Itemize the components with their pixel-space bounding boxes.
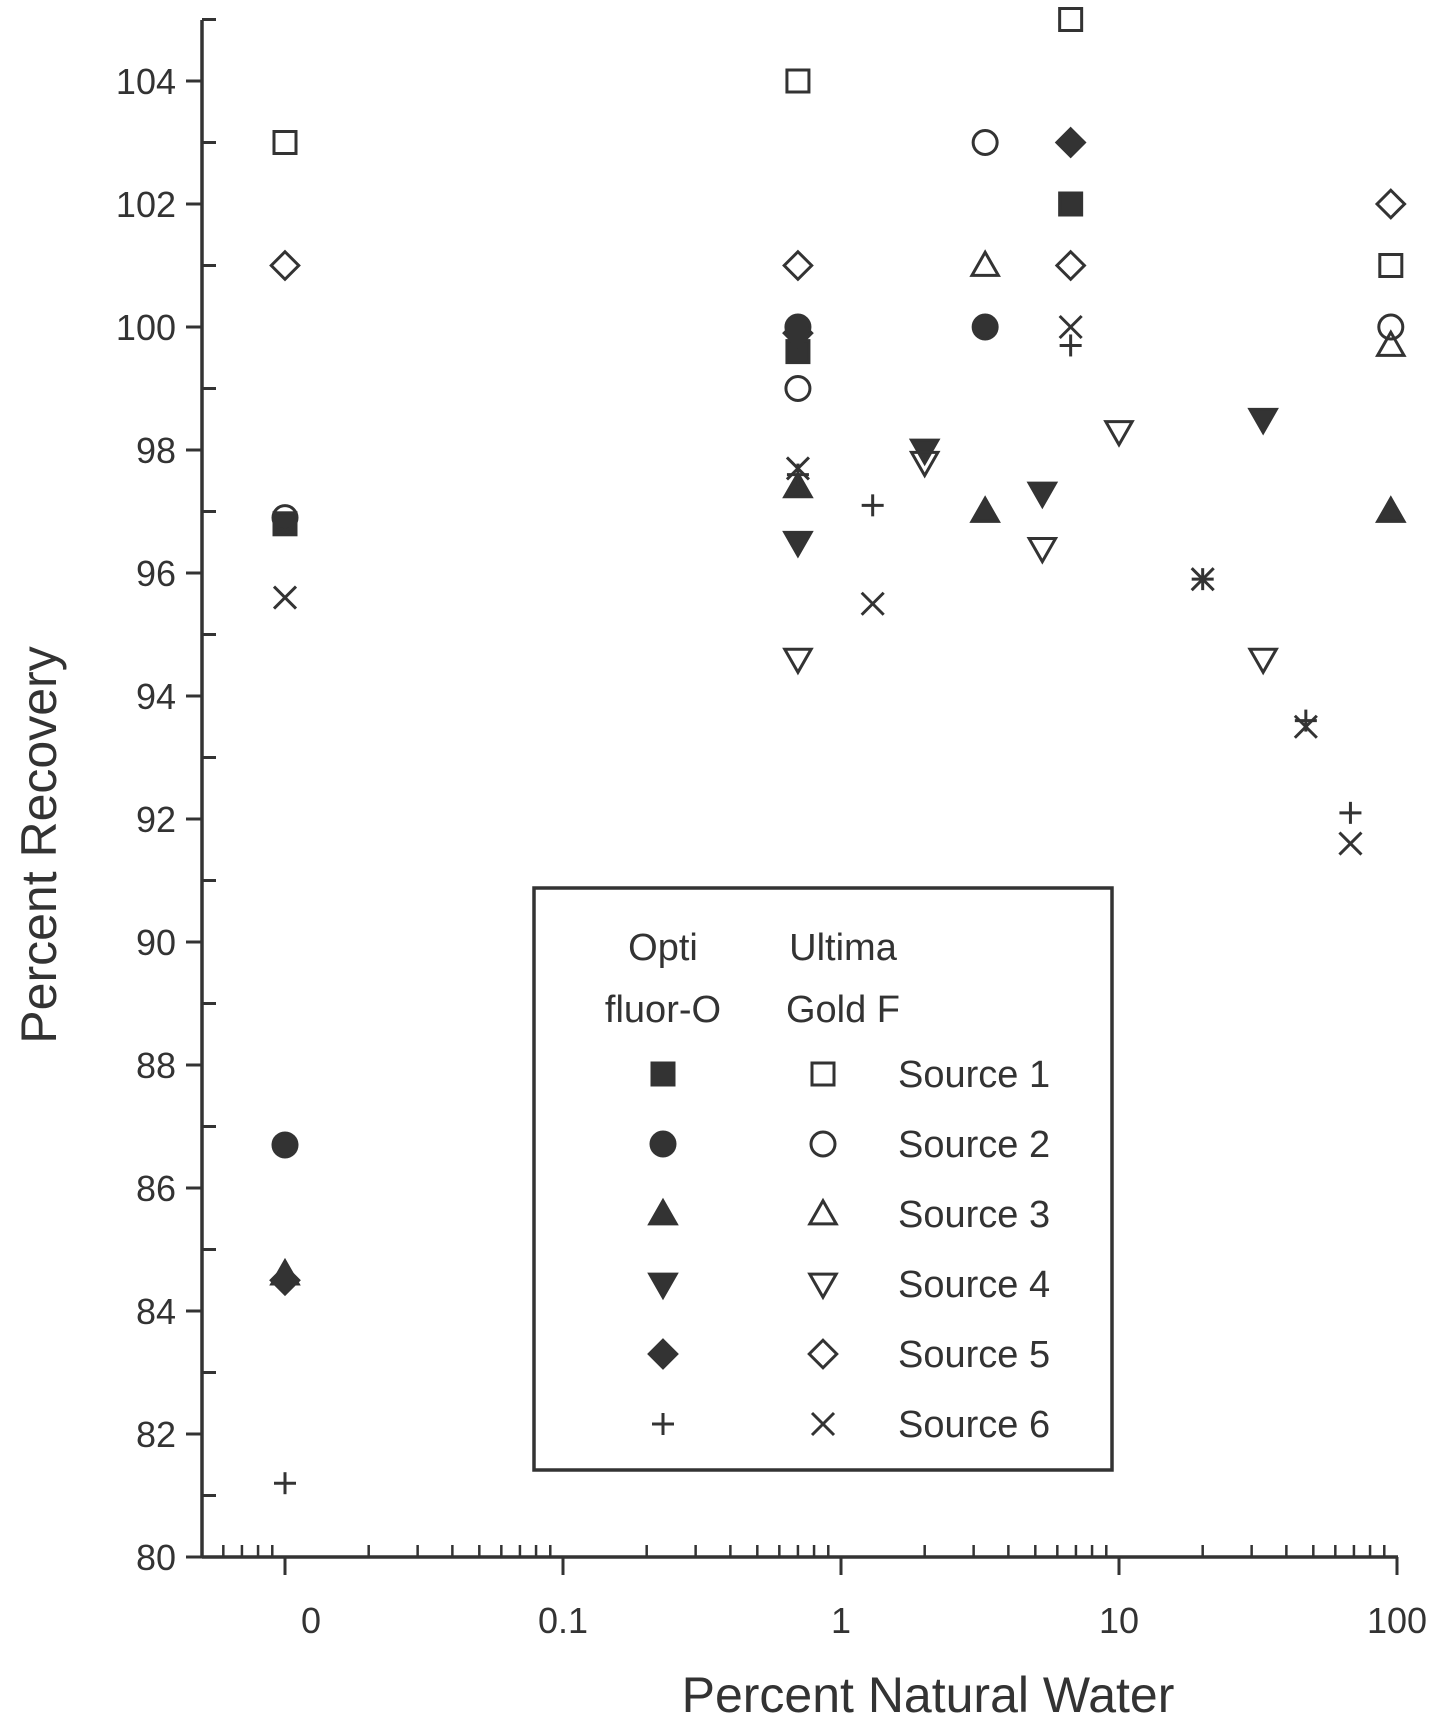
data-point-diamond-filled <box>1054 126 1087 159</box>
data-point-circle-filled <box>271 1131 299 1159</box>
data-point-square-filled <box>272 511 298 537</box>
data-point-diamond-open <box>269 249 301 282</box>
legend-column-header: Ultima <box>789 927 898 969</box>
data-point-triangle-up-filled <box>1375 495 1407 523</box>
data-point-square-open <box>1058 7 1084 32</box>
legend-marker-square-open <box>810 1061 836 1087</box>
legend-marker-circle-filled <box>649 1130 677 1158</box>
axes: 80 82 84 86 88 90 92 94 96 98 100 102 104 0 0.1 1 10 100 <box>116 18 1427 1641</box>
legend-marker-diamond-open <box>807 1338 839 1370</box>
data-point-x <box>272 585 298 610</box>
legend-entry-label: Source 3 <box>898 1194 1050 1236</box>
data-point-circle-open <box>1377 313 1405 341</box>
data-point-x <box>785 456 810 481</box>
data-point-plus <box>861 494 884 517</box>
legend-marker-triangle-down-open <box>807 1272 839 1301</box>
y-tick-label: 90 <box>136 922 176 963</box>
x-tick-label: 10 <box>1099 1600 1139 1641</box>
y-tick-label: 92 <box>136 799 176 840</box>
legend-marker-triangle-up-filled <box>647 1197 679 1226</box>
series-4 <box>782 407 1279 559</box>
legend: Opti fluor-O Ultima Gold F Source 1 Source 2 S… <box>532 886 1114 1472</box>
y-tick-label: 82 <box>136 1414 176 1455</box>
legend-marker-diamond-filled <box>647 1338 679 1370</box>
data-point-x <box>1190 567 1215 592</box>
series-5 <box>269 126 1087 1297</box>
data-point-x <box>1338 831 1363 856</box>
data-point-triangle-down-filled <box>1026 481 1059 510</box>
data-point-diamond-open <box>1374 188 1407 220</box>
y-tick-label: 96 <box>136 553 176 594</box>
y-tick-label: 94 <box>136 676 176 717</box>
y-tick-label: 84 <box>136 1291 176 1332</box>
y-tick-label: 88 <box>136 1045 176 1086</box>
data-point-triangle-down-open <box>782 647 814 676</box>
series-1 <box>272 191 1084 537</box>
legend-column-header: Gold F <box>786 989 900 1031</box>
legend-marker-triangle-up-open <box>807 1197 839 1226</box>
y-axis-title: Percent Recovery <box>11 646 67 1043</box>
data-point-plus <box>274 1472 296 1495</box>
series-10 <box>782 420 1279 676</box>
data-point-square-open <box>1378 253 1404 278</box>
data-point-circle-open <box>971 129 999 156</box>
legend-marker-x <box>810 1411 836 1437</box>
y-tick-label: 98 <box>136 430 176 471</box>
series-9 <box>969 249 1407 357</box>
y-tick-label: 102 <box>116 184 176 225</box>
data-point-circle-open <box>271 504 299 532</box>
legend-entry-label: Source 2 <box>898 1124 1050 1166</box>
data-point-diamond-filled <box>269 1264 301 1297</box>
legend-marker-square-filled <box>650 1061 676 1087</box>
data-point-diamond-open <box>1054 249 1087 282</box>
data-point-circle-open <box>784 375 812 402</box>
data-points <box>269 7 1407 1495</box>
legend-marker-triangle-down-filled <box>647 1272 679 1301</box>
x-tick-label: 0.1 <box>538 1600 588 1641</box>
series-11 <box>269 188 1407 282</box>
legend-marker-plus <box>652 1413 674 1435</box>
data-point-x <box>1058 314 1083 340</box>
x-tick-label: 0 <box>301 1600 321 1641</box>
data-point-triangle-down-open <box>1026 537 1059 565</box>
y-tick-label: 104 <box>116 61 176 102</box>
data-point-diamond-open <box>782 249 814 282</box>
data-point-triangle-up-open <box>1375 329 1407 357</box>
data-point-diamond-filled <box>782 317 814 350</box>
data-point-circle-filled <box>971 313 999 341</box>
data-point-triangle-down-filled <box>782 530 814 559</box>
y-tick-label: 100 <box>116 307 176 348</box>
data-point-x <box>1293 714 1318 739</box>
y-tick-label: 80 <box>136 1537 176 1578</box>
x-tick-label: 1 <box>831 1600 851 1641</box>
data-point-triangle-up-open <box>969 249 1001 277</box>
legend-entry-label: Source 1 <box>898 1054 1050 1096</box>
data-point-triangle-down-open <box>1247 647 1279 676</box>
y-tick-label: 86 <box>136 1168 176 1209</box>
data-point-triangle-down-open <box>1103 420 1135 448</box>
data-point-square-filled <box>1058 191 1084 217</box>
legend-column-header: fluor-O <box>605 989 721 1031</box>
legend-box <box>532 886 1114 1472</box>
data-point-triangle-up-filled <box>969 495 1001 523</box>
series-12 <box>272 314 1363 856</box>
series-8 <box>271 129 1405 532</box>
data-point-square-open <box>785 68 811 94</box>
legend-column-header: Opti <box>628 927 698 969</box>
data-point-plus <box>1059 334 1082 357</box>
data-point-square-open <box>272 130 298 155</box>
data-point-triangle-down-open <box>908 450 941 479</box>
x-tick-label: 100 <box>1367 1600 1427 1641</box>
series-7 <box>272 7 1404 278</box>
legend-entry-label: Source 5 <box>898 1334 1050 1376</box>
x-axis-title: Percent Natural Water <box>682 1667 1175 1722</box>
legend-marker-circle-open <box>809 1130 837 1158</box>
data-point-x <box>860 591 885 616</box>
legend-entry-label: Source 6 <box>898 1404 1050 1446</box>
data-point-plus <box>1339 801 1362 824</box>
legend-entry-label: Source 4 <box>898 1264 1050 1306</box>
data-point-triangle-down-filled <box>1247 407 1279 436</box>
